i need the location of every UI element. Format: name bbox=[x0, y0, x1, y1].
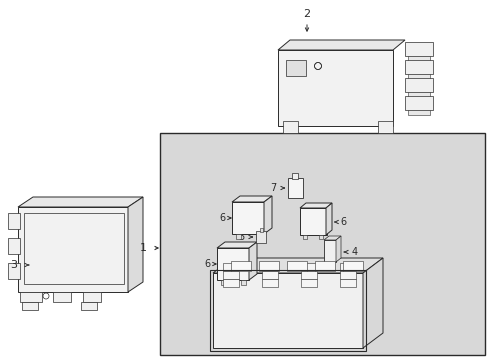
Bar bbox=[8, 263, 20, 279]
Bar bbox=[259, 261, 279, 271]
Bar bbox=[262, 263, 278, 271]
Text: 6: 6 bbox=[203, 259, 210, 269]
Bar bbox=[83, 292, 101, 302]
Text: 1: 1 bbox=[139, 243, 146, 253]
Polygon shape bbox=[324, 236, 340, 240]
Bar bbox=[342, 261, 362, 271]
Bar bbox=[230, 261, 250, 271]
Text: 4: 4 bbox=[351, 247, 357, 257]
Bar bbox=[20, 292, 42, 302]
Bar bbox=[262, 271, 278, 279]
Bar bbox=[285, 60, 305, 76]
Bar bbox=[299, 208, 326, 235]
Bar bbox=[287, 178, 303, 198]
Text: 5: 5 bbox=[237, 232, 244, 242]
Polygon shape bbox=[231, 196, 271, 202]
Bar bbox=[160, 133, 484, 355]
Bar bbox=[301, 263, 316, 271]
Bar bbox=[223, 271, 239, 279]
Bar bbox=[377, 121, 392, 133]
Polygon shape bbox=[217, 242, 257, 248]
Bar bbox=[339, 279, 355, 287]
Bar bbox=[231, 202, 264, 234]
Polygon shape bbox=[335, 236, 340, 262]
Text: 6: 6 bbox=[219, 213, 224, 223]
Bar bbox=[286, 261, 306, 271]
Bar bbox=[24, 213, 124, 284]
Bar bbox=[291, 173, 297, 179]
Polygon shape bbox=[264, 196, 271, 234]
Bar bbox=[339, 271, 355, 279]
Bar bbox=[22, 302, 38, 310]
Bar bbox=[301, 271, 316, 279]
Text: 3: 3 bbox=[10, 260, 18, 270]
Polygon shape bbox=[128, 197, 142, 292]
Polygon shape bbox=[18, 197, 142, 207]
Bar bbox=[223, 263, 239, 271]
Bar bbox=[18, 207, 128, 292]
Bar bbox=[221, 280, 225, 285]
Polygon shape bbox=[325, 203, 331, 235]
Bar bbox=[407, 56, 429, 61]
Text: 2: 2 bbox=[303, 9, 310, 19]
Bar bbox=[209, 270, 365, 351]
Bar bbox=[260, 228, 263, 232]
Bar bbox=[256, 234, 261, 239]
Bar bbox=[404, 60, 432, 74]
Bar bbox=[256, 231, 265, 243]
Bar bbox=[81, 302, 97, 310]
Bar bbox=[236, 234, 241, 239]
Polygon shape bbox=[299, 203, 331, 208]
Text: 7: 7 bbox=[269, 183, 276, 193]
Bar bbox=[262, 279, 278, 287]
Bar bbox=[213, 273, 362, 348]
Bar bbox=[314, 261, 334, 271]
Bar bbox=[407, 74, 429, 79]
Bar bbox=[404, 42, 432, 56]
Bar bbox=[318, 235, 323, 239]
Bar bbox=[283, 121, 297, 133]
Bar bbox=[8, 238, 20, 254]
Bar bbox=[241, 280, 245, 285]
Polygon shape bbox=[362, 258, 382, 348]
Bar bbox=[303, 235, 306, 239]
Bar bbox=[407, 110, 429, 115]
Polygon shape bbox=[213, 258, 382, 273]
Bar bbox=[223, 279, 239, 287]
Polygon shape bbox=[278, 40, 404, 50]
Bar bbox=[217, 248, 248, 280]
Bar bbox=[278, 50, 392, 126]
Bar bbox=[404, 96, 432, 110]
Bar bbox=[53, 292, 71, 302]
Bar bbox=[301, 279, 316, 287]
Bar bbox=[407, 92, 429, 97]
Polygon shape bbox=[248, 242, 257, 280]
Bar bbox=[339, 263, 355, 271]
Bar bbox=[8, 213, 20, 229]
Bar bbox=[404, 78, 432, 92]
Text: 6: 6 bbox=[339, 217, 346, 227]
Bar bbox=[324, 240, 335, 262]
